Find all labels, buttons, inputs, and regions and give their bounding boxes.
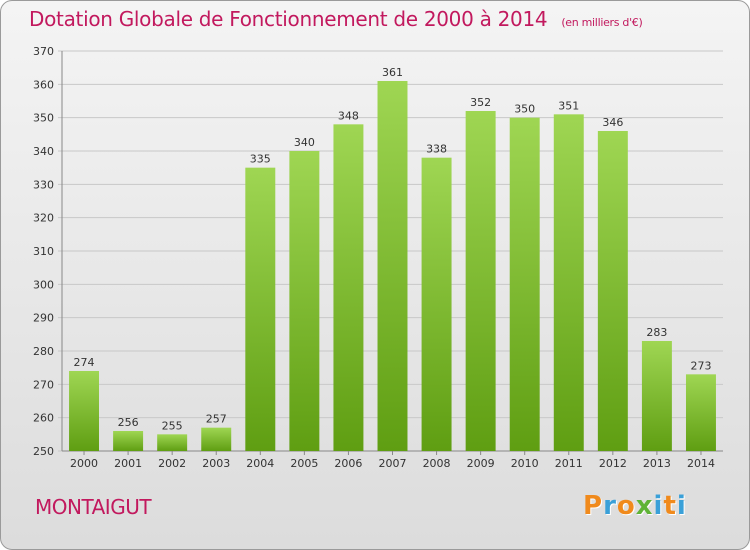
x-tick-label: 2012 [599, 457, 627, 470]
bar [553, 114, 584, 451]
bar-value-label: 346 [602, 116, 623, 129]
bar [421, 157, 452, 451]
bar [377, 81, 408, 451]
x-tick-label: 2006 [334, 457, 362, 470]
x-tick-label: 2000 [70, 457, 98, 470]
commune-name: MONTAIGUT [35, 495, 152, 519]
bar [685, 374, 716, 451]
logo-letter: o [616, 491, 636, 521]
logo-letter: P [583, 491, 604, 521]
x-tick-label: 2009 [467, 457, 495, 470]
y-tick-label: 350 [33, 112, 54, 125]
x-tick-label: 2003 [202, 457, 230, 470]
x-tick-label: 2013 [643, 457, 671, 470]
bar [597, 131, 628, 451]
bar [157, 434, 188, 451]
x-tick-label: 2007 [379, 457, 407, 470]
y-tick-label: 360 [33, 78, 54, 91]
bar-value-label: 348 [338, 109, 359, 122]
x-tick-label: 2002 [158, 457, 186, 470]
logo-letter: i [653, 491, 664, 521]
bar-value-label: 361 [382, 66, 403, 79]
logo-letter: i [676, 491, 687, 521]
proxiti-logo: Proxiti [583, 491, 687, 521]
bar-value-label: 257 [206, 413, 227, 426]
bar-value-label: 283 [646, 326, 667, 339]
bar-value-label: 351 [558, 99, 579, 112]
y-tick-label: 260 [33, 412, 54, 425]
x-tick-label: 2014 [687, 457, 715, 470]
bar [113, 431, 144, 451]
y-tick-label: 270 [33, 378, 54, 391]
y-tick-label: 310 [33, 245, 54, 258]
bar [245, 167, 276, 451]
bar [289, 151, 320, 451]
y-tick-label: 340 [33, 145, 54, 158]
y-tick-label: 280 [33, 345, 54, 358]
bar-value-label: 338 [426, 143, 447, 156]
x-tick-label: 2001 [114, 457, 142, 470]
y-tick-label: 320 [33, 212, 54, 225]
bar-value-label: 352 [470, 96, 491, 109]
y-tick-label: 250 [33, 445, 54, 458]
y-tick-label: 300 [33, 278, 54, 291]
x-tick-label: 2005 [290, 457, 318, 470]
chart-title: Dotation Globale de Fonctionnement de 20… [29, 7, 643, 31]
bar [201, 427, 232, 451]
x-tick-label: 2004 [246, 457, 274, 470]
bar-value-label: 273 [690, 359, 711, 372]
bar [509, 117, 540, 452]
x-tick-label: 2010 [511, 457, 539, 470]
y-tick-label: 290 [33, 312, 54, 325]
bar [641, 341, 672, 451]
bar-value-label: 340 [294, 136, 315, 149]
title-text: Dotation Globale de Fonctionnement de 20… [29, 7, 548, 31]
y-tick-label: 370 [33, 45, 54, 58]
bar-value-label: 335 [250, 153, 271, 166]
bar-value-label: 350 [514, 103, 535, 116]
bar [465, 111, 496, 451]
x-tick-label: 2008 [423, 457, 451, 470]
unit-label: (en milliers d'€) [561, 16, 643, 29]
bar-value-label: 255 [162, 419, 183, 432]
y-tick-label: 330 [33, 178, 54, 191]
bar-value-label: 256 [118, 416, 139, 429]
bar-value-label: 274 [74, 356, 95, 369]
x-tick-label: 2011 [555, 457, 583, 470]
logo-letter: x [635, 491, 654, 521]
bar [333, 124, 364, 451]
logo-letter: t [663, 491, 677, 521]
logo-letter: r [603, 491, 617, 521]
bar [69, 371, 100, 451]
